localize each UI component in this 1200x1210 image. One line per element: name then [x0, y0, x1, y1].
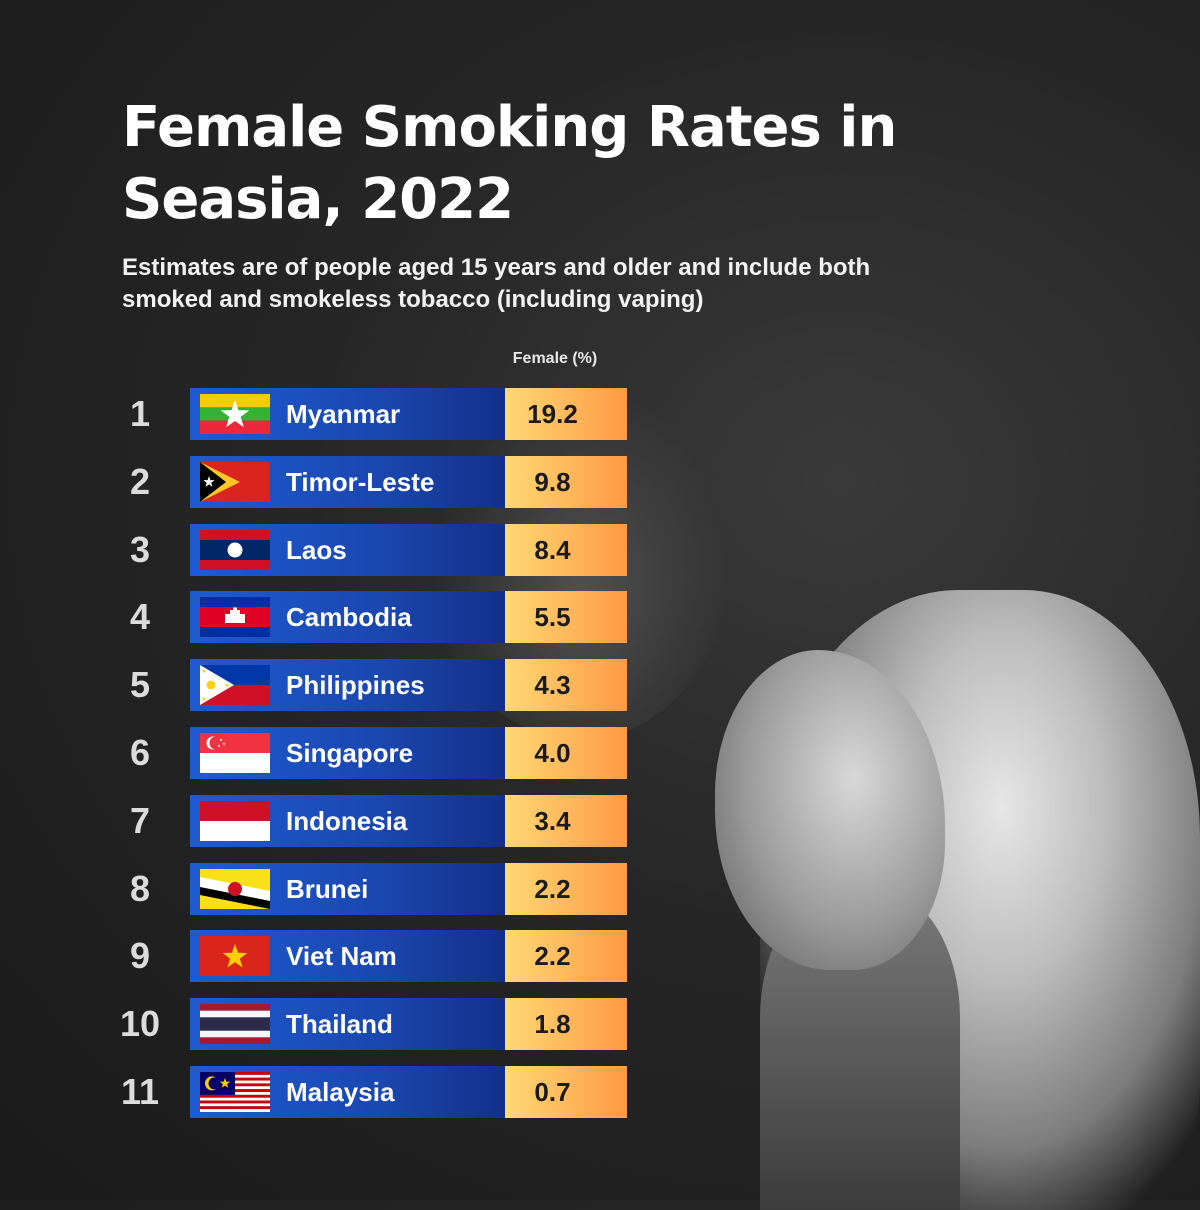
- chart-title: Female Smoking Rates in Seasia, 2022: [122, 95, 897, 232]
- value-label: 0.7: [534, 1077, 571, 1107]
- viet-nam-flag-icon: [200, 936, 270, 977]
- country-cell: Philippines: [190, 659, 505, 712]
- table-row: 4 Cambodia 5.5: [0, 591, 640, 644]
- myanmar-flag-icon: [200, 394, 270, 434]
- woman-photo: [620, 560, 1200, 1210]
- rank-number: 5: [129, 664, 151, 706]
- country-name: Viet Nam: [286, 941, 397, 972]
- country-name: Malaysia: [286, 1077, 395, 1107]
- country-name: Myanmar: [286, 399, 401, 429]
- value-cell: 0.7: [505, 1066, 627, 1118]
- table-row: 8 Brunei 2.2: [0, 862, 640, 915]
- chart-subtitle: Estimates are of people aged 15 years an…: [122, 254, 871, 313]
- value-cell: 2.2: [505, 930, 627, 983]
- country-cell: Malaysia: [190, 1066, 505, 1118]
- value-cell: 8.4: [505, 523, 627, 576]
- value-label: 2.2: [534, 873, 571, 904]
- country-cell: Cambodia: [190, 591, 505, 644]
- country-name: Laos: [286, 534, 347, 565]
- table-row: 5 Philippines 4.3: [0, 659, 640, 712]
- brunei-flag-icon: [200, 868, 270, 909]
- country-name: Cambodia: [286, 602, 412, 633]
- value-cell: 3.4: [505, 794, 627, 847]
- cambodia-flag-icon: [200, 597, 270, 638]
- value-column-header: Female (%): [512, 350, 598, 367]
- rank-number: 7: [129, 799, 151, 841]
- table-row: 11 Malaysia 0.7: [0, 1066, 640, 1118]
- rank-number: 1: [129, 393, 151, 434]
- rank-number: 10: [119, 1003, 161, 1045]
- singapore-flag-icon: [200, 733, 270, 773]
- rank-number: 4: [129, 596, 151, 638]
- table-row: 9 Viet Nam 2.2: [0, 930, 640, 983]
- timor-leste-flag-icon: [200, 461, 270, 502]
- face-shape: [715, 650, 945, 970]
- value-label: 4.3: [534, 670, 571, 701]
- table-row: 3 Laos 8.4: [0, 523, 640, 576]
- country-cell: Thailand: [190, 998, 505, 1051]
- laos-flag-icon: [200, 529, 270, 570]
- malaysia-flag-icon: [200, 1072, 270, 1112]
- value-label: 3.4: [534, 805, 571, 836]
- value-label: 2.2: [534, 941, 571, 972]
- rank-number: 9: [129, 935, 151, 977]
- value-cell: 5.5: [505, 591, 627, 644]
- country-cell: Laos: [190, 523, 505, 576]
- country-cell: Brunei: [190, 862, 505, 915]
- value-cell: 4.0: [505, 727, 627, 779]
- value-cell: 19.2: [505, 388, 627, 440]
- value-cell: 9.8: [505, 455, 627, 508]
- country-cell: Indonesia: [190, 794, 505, 847]
- rank-number: 11: [120, 1071, 160, 1112]
- country-cell: Timor-Leste: [190, 455, 505, 508]
- rank-number: 2: [129, 460, 151, 502]
- table-row: 10 Thailand 1.8: [0, 998, 640, 1051]
- rank-number: 6: [129, 732, 151, 773]
- country-cell: Viet Nam: [190, 930, 505, 983]
- table-row: 6 Singapore 4.0: [0, 727, 640, 779]
- value-label: 19.2: [527, 399, 578, 429]
- country-name: Philippines: [286, 670, 425, 701]
- rank-number: 8: [129, 867, 151, 909]
- country-name: Singapore: [286, 738, 414, 768]
- thailand-flag-icon: [200, 1004, 270, 1045]
- value-label: 1.8: [534, 1009, 571, 1040]
- table-row: 7 Indonesia 3.4: [0, 794, 640, 847]
- value-label: 8.4: [534, 534, 571, 565]
- country-name: Indonesia: [286, 805, 408, 836]
- value-label: 4.0: [534, 738, 571, 768]
- table-row: 2 Timor-Leste 9.8: [0, 455, 640, 508]
- value-cell: 1.8: [505, 998, 627, 1051]
- value-label: 9.8: [534, 466, 571, 497]
- country-cell: Myanmar: [190, 388, 505, 440]
- table-row: 1 Myanmar 19.2: [0, 388, 640, 440]
- country-name: Thailand: [286, 1009, 393, 1040]
- country-cell: Singapore: [190, 727, 505, 779]
- country-name: Brunei: [286, 873, 369, 904]
- indonesia-flag-icon: [200, 800, 270, 841]
- value-cell: 4.3: [505, 659, 627, 712]
- value-cell: 2.2: [505, 862, 627, 915]
- value-label: 5.5: [534, 602, 571, 633]
- country-name: Timor-Leste: [286, 466, 435, 497]
- philippines-flag-icon: [200, 665, 270, 706]
- rank-number: 3: [129, 528, 151, 570]
